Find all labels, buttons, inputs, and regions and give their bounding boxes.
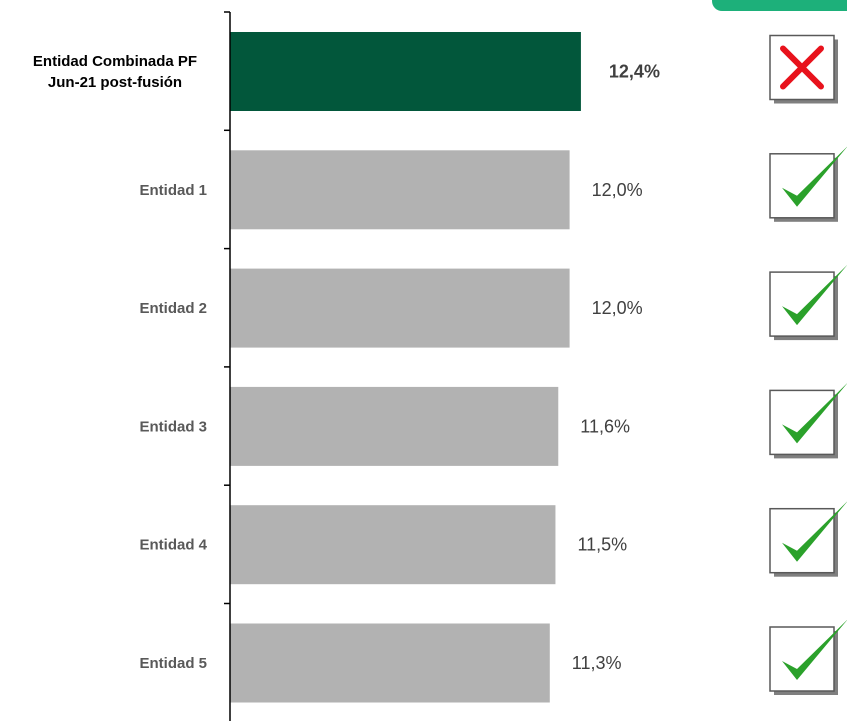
value-label-1: 12,4% xyxy=(609,62,660,82)
bar-4 xyxy=(230,386,559,466)
value-label-2: 12,0% xyxy=(592,180,643,200)
category-label-2: Entidad 1 xyxy=(139,182,207,199)
cross-icon xyxy=(769,34,838,104)
bar-5 xyxy=(230,505,556,585)
bar-6 xyxy=(230,623,550,703)
status-icons-layer xyxy=(769,34,847,695)
checkmark-icon xyxy=(769,619,847,695)
category-label-4: Entidad 3 xyxy=(139,418,207,435)
category-label-1-line-1: Entidad Combinada PF xyxy=(33,53,197,70)
bar-1 xyxy=(230,32,581,111)
labels-layer: 12,4% Entidad Combinada PF Jun-21 post-fus… xyxy=(33,53,660,673)
value-label-3: 12,0% xyxy=(592,298,643,318)
checkmark-icon xyxy=(769,146,847,222)
category-label-5: Entidad 4 xyxy=(139,537,207,554)
category-label-3: Entidad 2 xyxy=(139,300,207,317)
checkmark-icon xyxy=(769,383,847,459)
checkmark-icon xyxy=(769,265,847,341)
y-axis xyxy=(224,11,231,721)
bar-2 xyxy=(230,150,570,230)
bar-3 xyxy=(230,268,570,348)
header-tab xyxy=(712,0,847,11)
value-label-4: 11,6% xyxy=(580,416,630,436)
checkmark-icon xyxy=(769,501,847,577)
value-label-5: 11,5% xyxy=(577,535,627,555)
category-label-6: Entidad 5 xyxy=(139,655,207,672)
value-label-6: 11,3% xyxy=(572,653,622,673)
bars-layer xyxy=(230,32,581,703)
category-label-1-line-2: Jun-21 post-fusión xyxy=(48,74,182,91)
